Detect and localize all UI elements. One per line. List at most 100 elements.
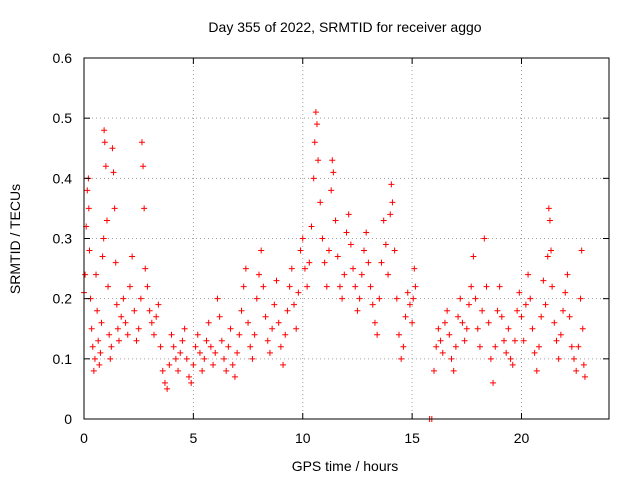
data-point [501,337,507,344]
data-point [82,271,89,278]
data-point [457,295,464,302]
data-point [295,289,302,296]
data-point [566,313,573,320]
data-point [562,289,569,296]
data-point [580,361,587,368]
y-tick-label: 0 [64,411,72,427]
data-point [93,271,100,278]
data-point [142,265,149,272]
data-point [514,307,521,314]
data-point [124,331,131,338]
data-point [308,223,315,230]
data-point [280,361,287,368]
data-point [271,301,278,308]
data-point [164,385,171,392]
data-point [378,259,385,266]
data-point [577,295,584,302]
data-point [106,331,113,338]
data-point [538,313,545,320]
data-point [229,361,236,368]
y-tick-label: 0.2 [53,291,73,307]
data-point [492,343,499,350]
data-point [321,259,328,266]
data-point [100,235,107,242]
data-point [352,283,359,290]
data-point [114,325,121,332]
data-point [516,289,523,296]
data-point [505,325,512,332]
data-point [282,331,289,338]
data-point [109,145,116,152]
data-point [95,337,102,344]
data-point [441,319,448,326]
data-point [122,319,129,326]
data-point [212,349,219,356]
data-point [553,337,560,344]
data-point [581,373,588,380]
data-point [168,331,175,338]
data-point [97,349,104,356]
data-point [411,265,418,272]
data-point [85,205,92,212]
data-point [546,217,553,224]
data-point [557,331,564,338]
data-point [192,343,199,350]
data-point [564,271,571,278]
data-point [245,319,252,326]
data-point [571,355,577,362]
data-point [98,319,105,326]
data-point [315,157,322,164]
x-tick-label: 10 [295,430,311,446]
data-point [133,337,140,344]
data-point [194,331,201,338]
data-point [240,283,247,290]
data-point [203,337,210,344]
data-point [476,343,483,350]
data-point [262,313,269,320]
data-point [560,307,567,314]
data-point [225,343,232,350]
axis-ticks: 0 0.1 0.2 0.3 0.4 0.5 0.6 0 5 10 15 20 [53,50,609,446]
data-point [157,343,164,350]
data-point [393,295,400,302]
data-point [347,241,354,248]
data-point [144,283,151,290]
data-point [275,319,282,326]
data-point [91,355,98,362]
data-point [406,301,413,308]
data-point [148,319,155,326]
data-point [260,283,267,290]
data-point [129,253,136,260]
data-point [548,247,555,254]
data-point [579,325,586,332]
data-point [105,283,112,290]
data-point [84,187,91,194]
data-point [107,355,114,362]
data-point [487,355,494,362]
data-point [223,367,230,374]
data-point [214,295,221,302]
data-point [153,313,160,320]
data-point [99,253,106,260]
x-tick-label: 0 [80,430,88,446]
data-point [361,247,367,254]
data-point [568,343,575,350]
data-point [236,331,243,338]
data-point [527,295,534,302]
data-point [317,199,324,206]
data-point [400,343,407,350]
data-point [101,127,108,134]
data-point [151,331,157,338]
data-point [573,367,580,374]
data-point [455,313,462,320]
x-tick-label: 5 [189,430,197,446]
data-point [494,307,501,314]
data-point [112,259,119,266]
data-point [472,295,479,302]
data-point [108,343,115,350]
data-point [474,325,481,332]
data-point [216,313,223,320]
data-point [249,355,256,362]
data-point [288,265,295,272]
